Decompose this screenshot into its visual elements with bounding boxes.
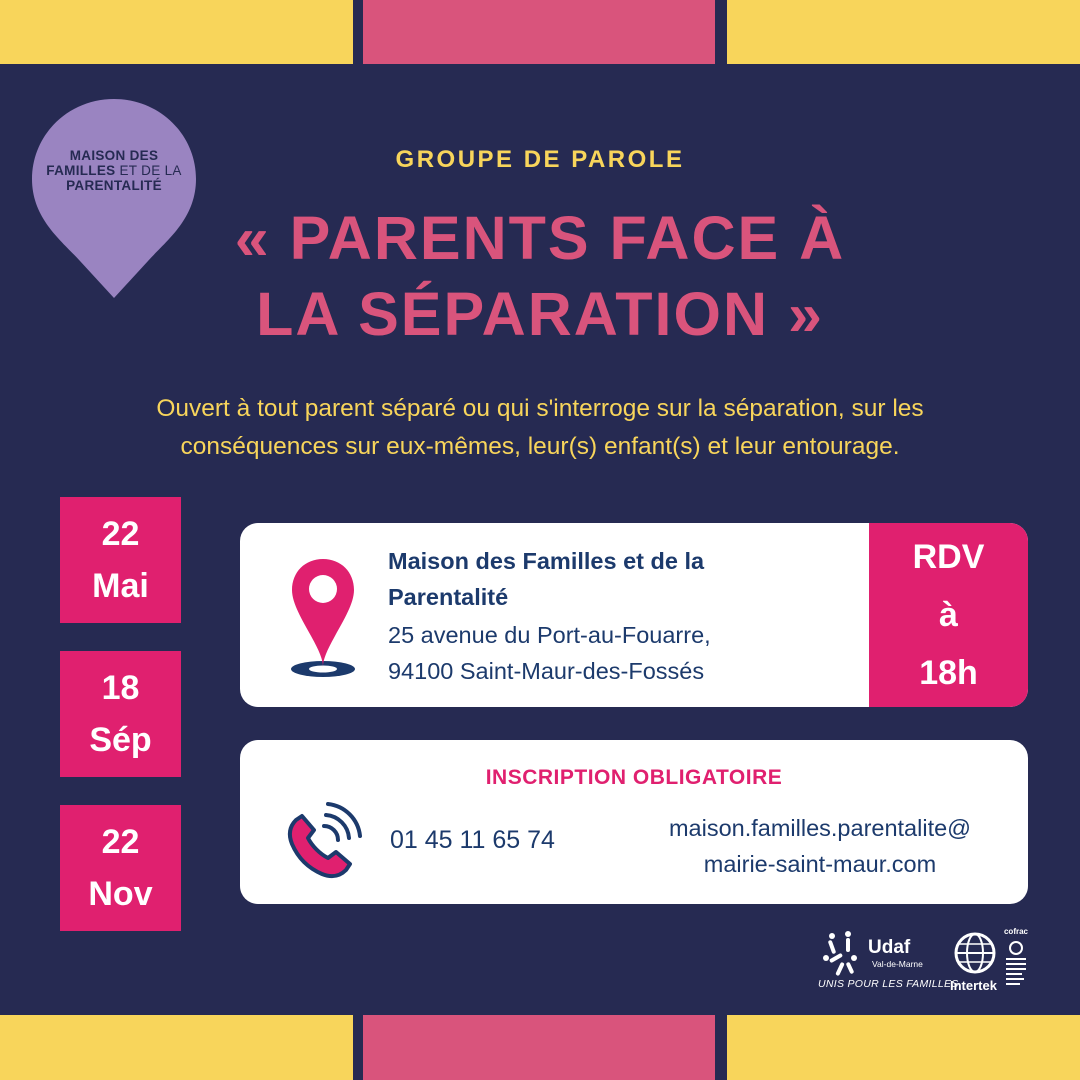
date-badge: 22 Mai xyxy=(60,497,181,623)
maison-familles-logo-icon xyxy=(32,99,196,298)
location-name-line1: Maison des Familles et de la xyxy=(388,548,705,574)
top-bar-yellow-left xyxy=(0,0,353,64)
email-line2: mairie-saint-maur.com xyxy=(703,851,937,877)
logo-line1: MAISON DES xyxy=(69,148,159,163)
intertek-globe-icon xyxy=(954,932,996,974)
title-line1: « PARENTS FACE À xyxy=(234,204,846,272)
address-line2: 94100 Saint-Maur-des-Fossés xyxy=(388,658,705,684)
rdv-badge: RDV à 18h xyxy=(869,523,1028,707)
location-pin-icon xyxy=(291,559,355,677)
location-address: 25 avenue du Port-au-Fouarre, 94100 Sain… xyxy=(388,617,858,689)
phone-number[interactable]: 01 45 11 65 74 xyxy=(390,826,555,854)
date-badge: 22 Nov xyxy=(60,805,181,931)
rdv-line3: 18h xyxy=(919,654,978,692)
address-line1: 25 avenue du Port-au-Fouarre, xyxy=(388,622,711,648)
top-bar-yellow-right xyxy=(727,0,1080,64)
date-badge: 18 Sép xyxy=(60,651,181,777)
udaf-logo-icon xyxy=(823,931,857,976)
inscription-card: INSCRIPTION OBLIGATOIRE 01 45 11 65 74 m… xyxy=(240,740,1028,904)
location-name: Maison des Familles et de la Parentalité xyxy=(388,543,858,615)
eyebrow-heading: GROUPE DE PAROLE xyxy=(395,146,685,173)
logo-line3: PARENTALITÉ xyxy=(66,178,162,193)
udaf-name: Udaf xyxy=(868,937,911,958)
bottom-bar-yellow-right xyxy=(727,1015,1080,1080)
cofrac-name: cofrac xyxy=(1003,927,1028,936)
top-bar-pink xyxy=(363,0,715,64)
title-line2: LA SÉPARATION » xyxy=(256,280,824,348)
main-title: « PARENTS FACE À LA SÉPARATION » xyxy=(200,200,880,352)
inscription-title: INSCRIPTION OBLIGATOIRE xyxy=(485,766,783,789)
logo-line2b: ET DE LA xyxy=(115,163,182,178)
date-day: 22 xyxy=(101,515,140,553)
bottom-bar-yellow-left xyxy=(0,1015,353,1080)
cofrac-logo-icon xyxy=(1006,941,1026,985)
bottom-bar-pink xyxy=(363,1015,715,1080)
rdv-line1: RDV xyxy=(912,538,985,576)
email-address[interactable]: maison.familles.parentalite@ mairie-sain… xyxy=(630,810,1010,882)
date-day: 18 xyxy=(101,669,140,707)
intro-line2: conséquences sur eux-mêmes, leur(s) enfa… xyxy=(180,433,900,460)
location-card: Maison des Familles et de la Parentalité… xyxy=(240,523,1028,707)
date-month: Sép xyxy=(89,721,152,759)
email-line1: maison.familles.parentalite@ xyxy=(668,815,972,841)
rdv-line2: à xyxy=(939,596,958,634)
intertek-name: Intertek xyxy=(950,978,997,993)
location-name-line2: Parentalité xyxy=(388,584,509,610)
date-month: Nov xyxy=(88,875,153,913)
date-day: 22 xyxy=(101,823,140,861)
logo-line2a: FAMILLES xyxy=(46,163,116,178)
udaf-subtitle: Val-de-Marne xyxy=(872,959,923,969)
udaf-tagline: UNIS POUR LES FAMILLES xyxy=(818,978,959,990)
intro-text: Ouvert à tout parent séparé ou qui s'int… xyxy=(40,390,1040,466)
date-month: Mai xyxy=(92,567,149,605)
intro-line1: Ouvert à tout parent séparé ou qui s'int… xyxy=(156,395,924,422)
logo-text: MAISON DES FAMILLES ET DE LA PARENTALITÉ xyxy=(30,148,198,193)
phone-icon xyxy=(287,802,362,879)
